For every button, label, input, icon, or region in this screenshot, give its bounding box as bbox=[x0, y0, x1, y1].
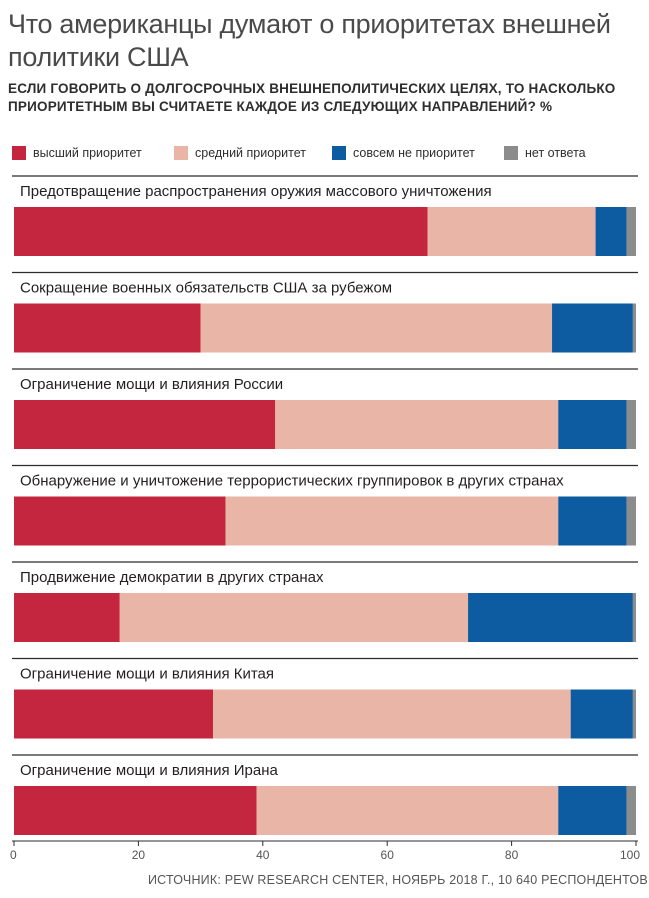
bar-segment bbox=[213, 689, 571, 739]
bar-segment bbox=[256, 786, 559, 835]
x-tick-label: 80 bbox=[505, 848, 519, 862]
bar-segment bbox=[468, 593, 633, 642]
bar-segment bbox=[595, 207, 627, 256]
bar-segment bbox=[119, 593, 469, 642]
x-tick-label: 100 bbox=[620, 848, 640, 862]
chart-subtitle: ЕСЛИ ГОВОРИТЬ О ДОЛГОСРОЧНЫХ ВНЕШНЕПОЛИТ… bbox=[8, 81, 616, 114]
legend: высший приоритет средний приоритет совсе… bbox=[12, 143, 642, 165]
category-label: Обнаружение и уничтожение террористическ… bbox=[20, 473, 564, 490]
legend-label-no-answer: нет ответа bbox=[525, 146, 586, 160]
bar-segment bbox=[14, 303, 201, 353]
category-label: Сокращение военных обязательств США за р… bbox=[20, 280, 392, 297]
bar-segment bbox=[626, 786, 636, 835]
x-tick-label: 0 bbox=[10, 848, 17, 862]
x-tick-label: 60 bbox=[381, 848, 395, 862]
bar-segment bbox=[626, 496, 636, 546]
bar-segment bbox=[14, 400, 276, 449]
legend-swatch-no-priority bbox=[332, 146, 346, 160]
bar-segment bbox=[225, 496, 559, 546]
legend-item-medium-priority: средний приоритет bbox=[174, 143, 306, 163]
bar-segment bbox=[626, 400, 636, 449]
bar-segment bbox=[558, 496, 627, 546]
legend-label-medium-priority: средний приоритет bbox=[195, 146, 306, 160]
bar-segment bbox=[427, 207, 596, 256]
bar-segment bbox=[14, 786, 257, 835]
bar-segment bbox=[14, 496, 226, 546]
category-label: Ограничение мощи и влияния России bbox=[20, 376, 283, 393]
category-label: Продвижение демократии в других странах bbox=[20, 569, 324, 586]
bar-segment bbox=[14, 207, 428, 256]
bar-segment bbox=[275, 400, 559, 449]
bar-segment bbox=[14, 689, 214, 739]
bar-segment bbox=[558, 400, 627, 449]
bar-segment bbox=[632, 303, 636, 353]
bar-segment bbox=[570, 689, 633, 739]
bar-segment bbox=[200, 303, 553, 353]
legend-label-no-priority: совсем не приоритет bbox=[353, 146, 475, 160]
category-label: Предотвращение распространения оружия ма… bbox=[20, 183, 492, 200]
legend-item-no-priority: совсем не приоритет bbox=[332, 143, 475, 163]
x-tick-label: 20 bbox=[132, 848, 146, 862]
legend-swatch-medium-priority bbox=[174, 146, 188, 160]
bar-segment bbox=[626, 207, 636, 256]
category-label: Ограничение мощи и влияния Ирана bbox=[20, 762, 278, 779]
source-note: ИСТОЧНИК: PEW RESEARCH CENTER, НОЯБРЬ 20… bbox=[148, 873, 648, 887]
bar-segment bbox=[632, 689, 636, 739]
bar-segment bbox=[558, 786, 627, 835]
bar-segment bbox=[632, 593, 636, 642]
legend-item-no-answer: нет ответа bbox=[504, 143, 586, 163]
legend-swatch-top-priority bbox=[12, 146, 26, 160]
legend-item-top-priority: высший приоритет bbox=[12, 143, 142, 163]
chart-title: Что американцы думают о приоритетах внеш… bbox=[8, 9, 611, 72]
bar-segment bbox=[552, 303, 633, 353]
legend-swatch-no-answer bbox=[504, 146, 518, 160]
legend-label-top-priority: высший приоритет bbox=[33, 146, 142, 160]
category-label: Ограничение мощи и влияния Китая bbox=[20, 666, 274, 683]
bar-segment bbox=[14, 593, 120, 642]
x-tick-label: 40 bbox=[256, 848, 270, 862]
